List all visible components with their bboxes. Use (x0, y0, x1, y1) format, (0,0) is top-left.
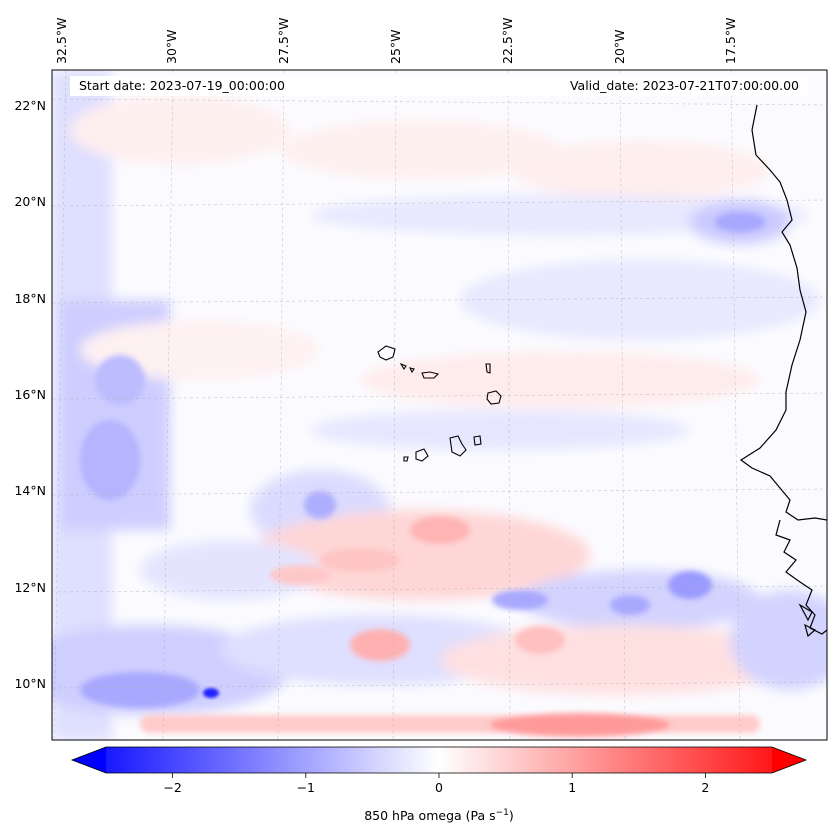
valid-date-label: Valid_date: 2023-07-21T07:00:00.00 (570, 78, 799, 93)
lon-tick-label: 32.5°W (54, 18, 69, 64)
lat-tick-label: 14°N (14, 483, 46, 498)
lat-tick-label: 16°N (14, 387, 46, 402)
colorbar-outline (70, 746, 808, 774)
lon-tick-label: 30°W (164, 29, 179, 64)
header-band (70, 76, 808, 96)
colorbar-label-exponent: −1 (496, 808, 509, 818)
lon-tick-label: 20°W (612, 29, 627, 64)
colorbar-gradient (72, 747, 806, 773)
colorbar-tick-label: 1 (568, 780, 576, 795)
coastline (739, 104, 827, 638)
lon-tick-label: 25°W (388, 29, 403, 64)
colorbar: −2 −1 0 1 2 850 hPa omega (Pa s−1) (70, 746, 808, 823)
colorbar-label-main: 850 hPa omega (Pa s (364, 808, 495, 823)
colorbar-label-close: ) (509, 808, 514, 823)
lon-tick-label: 22.5°W (500, 18, 515, 64)
lon-tick-label: 17.5°W (723, 18, 738, 64)
colorbar-tick-label: 0 (435, 780, 443, 795)
lat-tick-label: 20°N (14, 194, 46, 209)
lat-tick-label: 12°N (14, 580, 46, 595)
lon-tick-label: 27.5°W (276, 18, 291, 64)
lat-tick-label: 18°N (14, 291, 46, 306)
colorbar-ticks: −2 −1 0 1 2 (163, 773, 709, 795)
cape-verde-islands (377, 345, 502, 462)
graticule (52, 70, 827, 740)
colorbar-extend-max (772, 747, 806, 773)
map-frame (51, 69, 828, 741)
colorbar-label: 850 hPa omega (Pa s−1) (364, 808, 514, 823)
colorbar-extend-min (72, 747, 106, 773)
lat-tick-label: 10°N (14, 676, 46, 691)
omega-field (52, 70, 827, 740)
lat-tick-label: 22°N (14, 98, 46, 113)
colorbar-tick-label: 2 (701, 780, 709, 795)
colorbar-tick-label: −2 (163, 780, 181, 795)
start-date-label: Start date: 2023-07-19_00:00:00 (79, 78, 285, 93)
colorbar-tick-label: −1 (297, 780, 315, 795)
